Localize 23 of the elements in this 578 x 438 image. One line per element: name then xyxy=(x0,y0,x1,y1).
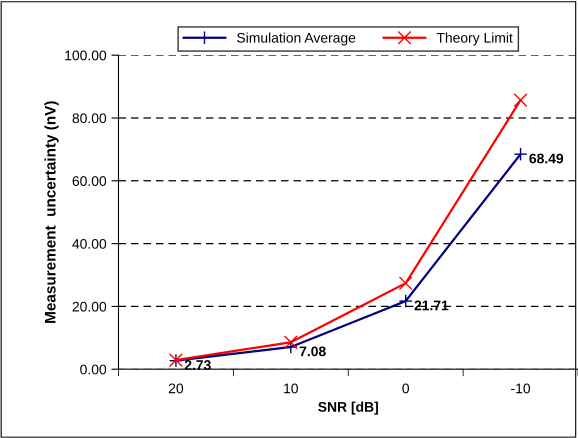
point xyxy=(514,147,528,162)
y-tick-label: 0.00 xyxy=(80,364,106,374)
point xyxy=(398,276,413,290)
data-label: 7.08 xyxy=(300,346,326,356)
legend-label: Theory Limit xyxy=(436,32,513,46)
y-tick-label: 100.00 xyxy=(65,50,106,60)
y-tick-label: 60.00 xyxy=(72,176,106,186)
y-tick-label: 80.00 xyxy=(72,113,106,124)
y-tick-label: 40.00 xyxy=(72,238,106,249)
point xyxy=(284,335,298,350)
x-tick-label: 0 xyxy=(402,383,410,394)
point xyxy=(514,93,528,108)
data-label: 68.49 xyxy=(529,154,564,164)
x-tick-label: 20 xyxy=(168,383,184,394)
point xyxy=(284,340,298,354)
x-tick-label: -10 xyxy=(511,383,530,394)
y-tick-label: 20.00 xyxy=(72,302,106,312)
y-axis-title: Measurement uncertainty (nV) xyxy=(44,101,59,323)
x-axis-title: SNR [dB] xyxy=(318,402,378,415)
data-label: 21.71 xyxy=(414,300,448,310)
x-tick-label: 10 xyxy=(284,383,298,394)
legend-label: Simulation Average xyxy=(237,32,356,46)
point xyxy=(398,294,413,308)
